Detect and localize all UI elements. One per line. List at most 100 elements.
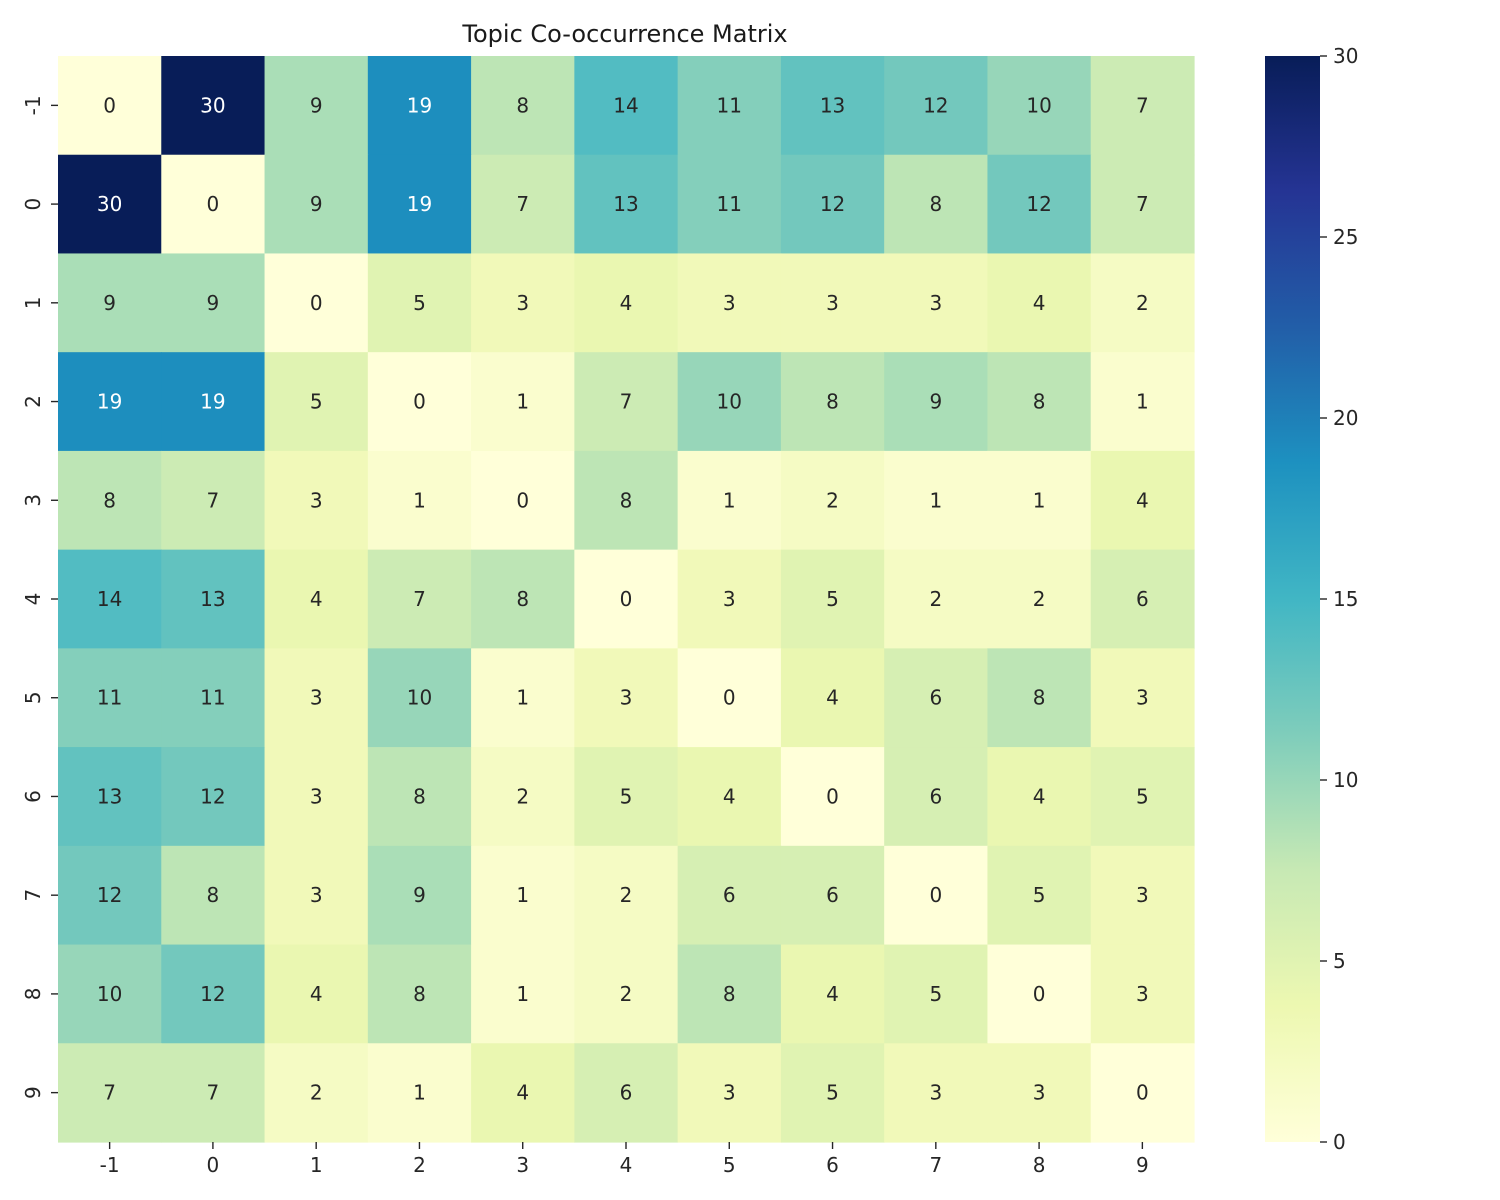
y-tick-label: -1 bbox=[21, 95, 45, 115]
heatmap-cell bbox=[367, 944, 472, 1044]
cell-annotation: 11 bbox=[717, 93, 742, 117]
heatmap-cell bbox=[1090, 648, 1195, 748]
heatmap-cell bbox=[58, 352, 162, 452]
heatmap-cell bbox=[161, 450, 266, 551]
cell-annotation: 11 bbox=[97, 686, 122, 710]
y-tick-label: 6 bbox=[21, 790, 45, 803]
heatmap-cell bbox=[987, 944, 1092, 1044]
cell-annotation: 3 bbox=[620, 686, 633, 710]
heatmap-cell bbox=[161, 253, 266, 353]
heatmap-cell bbox=[574, 549, 679, 649]
heatmap-cell bbox=[884, 648, 989, 748]
cell-annotation: 3 bbox=[826, 291, 839, 315]
x-tick-label: -1 bbox=[100, 1153, 120, 1177]
cell-annotation: 4 bbox=[620, 291, 633, 315]
y-tick-label: 0 bbox=[21, 198, 45, 211]
heatmap-cell bbox=[58, 1043, 162, 1143]
heatmap-cell bbox=[264, 747, 369, 847]
heatmap-cell bbox=[780, 944, 885, 1044]
cell-annotation: 0 bbox=[310, 291, 323, 315]
heatmap-cell bbox=[161, 845, 266, 946]
heatmap-cell bbox=[780, 845, 885, 946]
heatmap-cell bbox=[780, 450, 885, 551]
cell-annotation: 5 bbox=[826, 587, 839, 611]
heatmap-cell bbox=[471, 549, 575, 649]
heatmap-cell bbox=[264, 253, 369, 353]
heatmap-cell bbox=[58, 450, 162, 551]
heatmap-cell bbox=[264, 1043, 369, 1143]
cell-annotation: 14 bbox=[97, 587, 122, 611]
heatmap-cell bbox=[677, 648, 782, 748]
colorbar-tick-label: 10 bbox=[1333, 768, 1358, 792]
cell-annotation: 1 bbox=[1033, 488, 1046, 512]
x-tick-label: 8 bbox=[1033, 1153, 1046, 1177]
heatmap-cell bbox=[987, 747, 1092, 847]
cell-annotation: 12 bbox=[1026, 192, 1051, 216]
heatmap-cell bbox=[574, 253, 679, 353]
heatmap-cell bbox=[161, 944, 266, 1044]
cell-annotation: 13 bbox=[97, 784, 122, 808]
y-tick-label: 8 bbox=[21, 988, 45, 1001]
heatmap-cell bbox=[884, 549, 989, 649]
cell-annotation: 10 bbox=[407, 686, 432, 710]
cell-annotation: 5 bbox=[1033, 883, 1046, 907]
cell-annotation: 8 bbox=[413, 784, 426, 808]
heatmap-cell bbox=[1090, 747, 1195, 847]
cell-annotation: 6 bbox=[620, 1081, 633, 1105]
heatmap-cell bbox=[471, 747, 575, 847]
heatmap-cell bbox=[780, 747, 885, 847]
cell-annotation: 9 bbox=[413, 883, 426, 907]
cell-annotation: 9 bbox=[310, 192, 323, 216]
heatmap-cell bbox=[574, 648, 679, 748]
cell-annotation: 19 bbox=[200, 390, 225, 414]
cell-annotation: 19 bbox=[407, 93, 432, 117]
cell-annotation: 1 bbox=[516, 982, 529, 1006]
cell-annotation: 1 bbox=[516, 883, 529, 907]
x-tick-label: 4 bbox=[620, 1153, 633, 1177]
heatmap-cell bbox=[780, 648, 885, 748]
x-tick-label: 9 bbox=[1136, 1153, 1149, 1177]
heatmap-cell bbox=[574, 747, 679, 847]
heatmap-cell bbox=[367, 56, 472, 156]
cell-annotation: 2 bbox=[929, 587, 942, 611]
colorbar-tick-label: 25 bbox=[1333, 225, 1358, 249]
cell-annotation: 3 bbox=[1136, 686, 1149, 710]
heatmap-cell bbox=[1090, 845, 1195, 946]
y-tick-label: 7 bbox=[21, 889, 45, 902]
heatmap-cell bbox=[1090, 154, 1195, 255]
heatmap-cell bbox=[161, 648, 266, 748]
heatmap-cell bbox=[677, 1043, 782, 1143]
heatmap-cell bbox=[471, 450, 575, 551]
cell-annotation: 5 bbox=[413, 291, 426, 315]
heatmap-cell bbox=[1090, 1043, 1195, 1143]
cell-annotation: 0 bbox=[103, 93, 116, 117]
x-tick-label: 3 bbox=[516, 1153, 529, 1177]
cell-annotation: 0 bbox=[1033, 982, 1046, 1006]
colorbar-tick-label: 15 bbox=[1333, 587, 1358, 611]
heatmap-cell bbox=[471, 56, 575, 156]
heatmap-cell bbox=[677, 56, 782, 156]
cell-annotation: 8 bbox=[516, 93, 529, 117]
cell-annotation: 10 bbox=[1026, 93, 1051, 117]
heatmap-cell bbox=[367, 352, 472, 452]
heatmap-cell bbox=[264, 352, 369, 452]
cell-annotation: 3 bbox=[723, 587, 736, 611]
heatmap-cell bbox=[677, 450, 782, 551]
cell-annotation: 13 bbox=[200, 587, 225, 611]
heatmap-cell bbox=[677, 154, 782, 255]
heatmap-cell bbox=[884, 1043, 989, 1143]
heatmap-cell bbox=[161, 154, 266, 255]
cell-annotation: 7 bbox=[620, 390, 633, 414]
cell-annotation: 10 bbox=[97, 982, 122, 1006]
heatmap-cell bbox=[264, 944, 369, 1044]
heatmap-cell bbox=[574, 56, 679, 156]
cell-annotation: 12 bbox=[820, 192, 845, 216]
heatmap-cell bbox=[780, 154, 885, 255]
cell-annotation: 30 bbox=[97, 192, 122, 216]
cell-annotation: 2 bbox=[1136, 291, 1149, 315]
heatmap-cell bbox=[884, 845, 989, 946]
cell-annotation: 14 bbox=[613, 93, 638, 117]
heatmap-cell bbox=[780, 352, 885, 452]
cell-annotation: 9 bbox=[207, 291, 220, 315]
cell-annotation: 6 bbox=[826, 883, 839, 907]
